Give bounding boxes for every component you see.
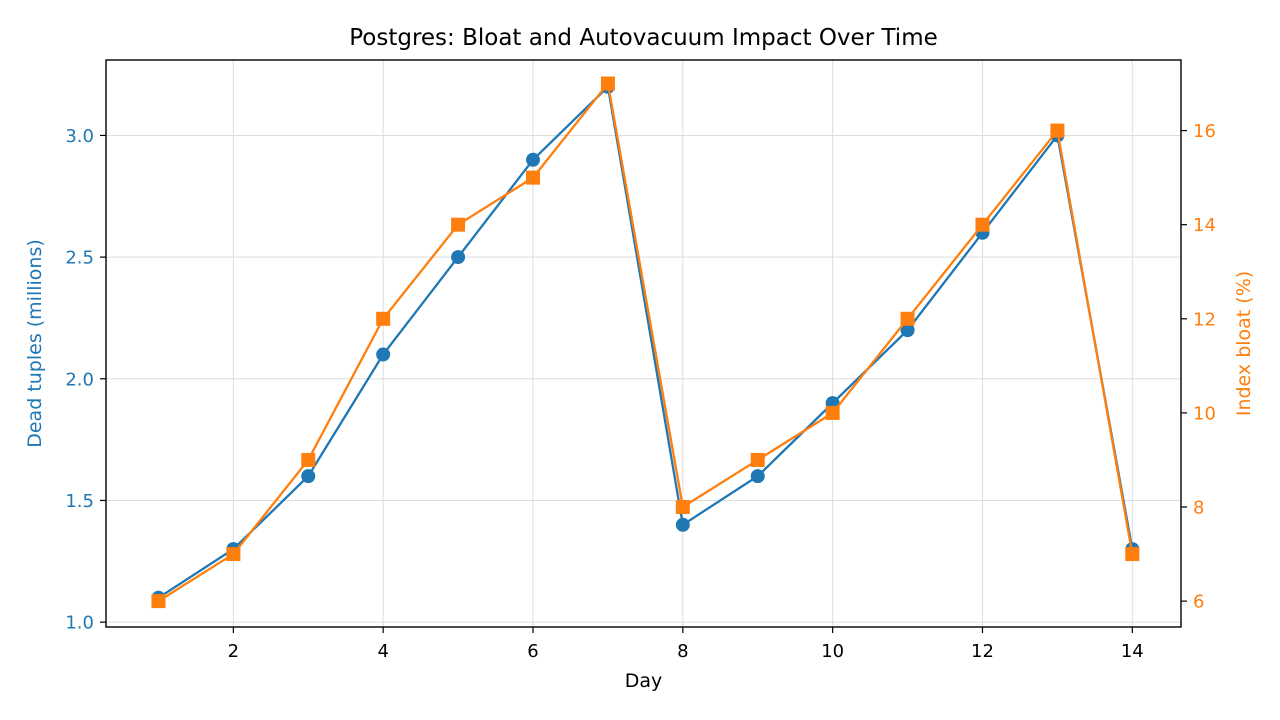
series-1-point [301, 469, 316, 484]
y-right-tick-label: 14 [1193, 215, 1216, 236]
y-right-tick-label: 16 [1193, 121, 1216, 142]
y-left-tick-label: 1.5 [65, 491, 94, 512]
y-right-tick-label: 6 [1193, 592, 1204, 613]
y-left-tick-label: 1.0 [65, 613, 94, 634]
x-tick-label: 10 [821, 641, 844, 662]
y-right-tick-label: 10 [1193, 403, 1216, 424]
series-2-point [1125, 547, 1140, 562]
grid-layer [106, 60, 1181, 627]
y-axis-right-title: Index bloat (%) [1233, 271, 1255, 416]
series-2-point [900, 311, 915, 326]
y-left-tick-label: 2.5 [65, 248, 94, 269]
series-2-line [157, 82, 1134, 603]
series-1-point [526, 152, 541, 167]
y-right-tick-label: 12 [1193, 309, 1216, 330]
series-2-point [750, 452, 765, 467]
series-1-point [675, 517, 690, 532]
plot-frame [105, 59, 1182, 628]
series-2-point [526, 170, 541, 185]
series-2-point [675, 500, 690, 515]
series-2-point [376, 311, 391, 326]
series-1-point [900, 323, 915, 338]
series-1-point [451, 250, 466, 265]
y-left-tick-label: 3.0 [65, 126, 94, 147]
series-2-point [1050, 123, 1065, 138]
series-1-point [376, 347, 391, 362]
x-tick-label: 12 [971, 641, 994, 662]
series-2-point [600, 76, 615, 91]
series-1-line [157, 85, 1134, 599]
axis-layer: 2 4 6 8 10 12 14 1.0 1.5 2.0 2.5 3.0 6 8 10 12 14 16 [65, 121, 1216, 662]
series-2-point [451, 217, 466, 232]
x-tick-label: 4 [377, 641, 388, 662]
series-layer [151, 76, 1140, 609]
series-2-point [226, 547, 241, 562]
y-right-tick-label: 8 [1193, 498, 1204, 519]
y-axis-left-title: Dead tuples (millions) [24, 239, 46, 448]
y-left-tick-label: 2.0 [65, 369, 94, 390]
x-tick-label: 14 [1121, 641, 1144, 662]
series-2-point [151, 594, 166, 609]
series-2-point [825, 405, 840, 420]
series-2-point [975, 217, 990, 232]
series-2-point [301, 452, 316, 467]
x-tick-label: 6 [527, 641, 538, 662]
x-axis-title: Day [625, 670, 663, 692]
x-tick-label: 2 [228, 641, 239, 662]
x-tick-label: 8 [677, 641, 688, 662]
chart-title: Postgres: Bloat and Autovacuum Impact Ov… [349, 25, 938, 51]
series-1-point [750, 469, 765, 484]
